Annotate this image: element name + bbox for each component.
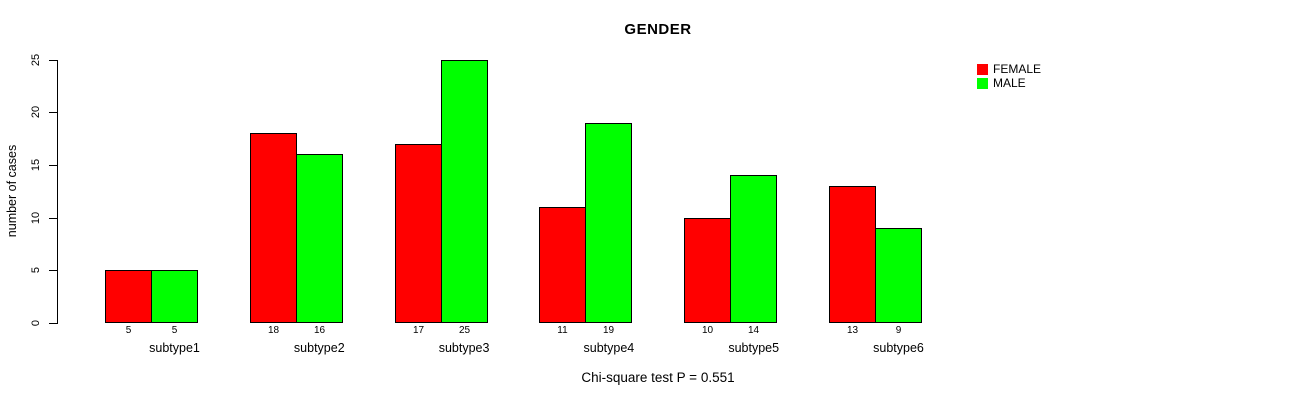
- bar-male-subtype2: [296, 154, 343, 323]
- y-axis-tick-label: 15: [30, 158, 42, 172]
- bar-value-label: 16: [313, 325, 326, 336]
- bar-female-subtype1: [105, 270, 152, 323]
- bar-male-subtype5: [730, 175, 777, 323]
- legend: FEMALE MALE: [977, 62, 1042, 92]
- bar-value-label: 18: [267, 325, 280, 336]
- bar-female-subtype5: [684, 218, 731, 323]
- bar-value-label: 13: [846, 325, 859, 336]
- y-axis-tick: [49, 59, 57, 61]
- y-axis-tick-label: 20: [30, 106, 42, 119]
- bar-value-label: 10: [701, 325, 714, 336]
- bar-male-subtype6: [875, 228, 922, 323]
- y-axis-tick-label: 0: [30, 319, 42, 327]
- bar-value-label: 5: [125, 325, 132, 336]
- bar-value-label: 11: [557, 325, 568, 336]
- y-axis-tick: [49, 217, 57, 219]
- legend-label-male: MALE: [993, 76, 1026, 90]
- bar-value-label: 5: [171, 325, 178, 336]
- y-axis-tick-label: 5: [30, 267, 42, 274]
- y-axis-tick-label: 25: [30, 53, 42, 66]
- bar-value-label: 14: [747, 325, 760, 336]
- x-category-label: subtype3: [438, 341, 490, 355]
- y-axis-tick: [49, 270, 57, 272]
- x-category-label: subtype5: [728, 341, 780, 355]
- chart-title: GENDER: [624, 21, 692, 38]
- y-axis-tick-label: 10: [30, 211, 42, 224]
- bar-male-subtype4: [585, 123, 632, 323]
- legend-label-female: FEMALE: [993, 62, 1042, 76]
- x-category-label: subtype1: [149, 341, 200, 355]
- bar-female-subtype4: [539, 207, 586, 323]
- bar-female-subtype2: [250, 133, 297, 323]
- bar-male-subtype3: [441, 60, 488, 323]
- bar-value-label: 19: [602, 325, 615, 336]
- bar-female-subtype3: [395, 144, 442, 323]
- y-axis-tick: [49, 323, 57, 324]
- x-category-label: subtype2: [293, 341, 345, 355]
- bar-value-label: 9: [895, 325, 902, 336]
- bar-value-label: 17: [412, 325, 425, 336]
- male-color-swatch: [977, 78, 988, 89]
- y-axis-label: number of cases: [5, 144, 19, 238]
- chi-square-annotation: Chi-square test P = 0.551: [581, 370, 735, 385]
- y-axis-tick: [49, 112, 57, 114]
- y-axis-tick: [49, 164, 57, 166]
- x-category-label: subtype6: [873, 341, 924, 355]
- x-category-label: subtype4: [583, 341, 635, 355]
- legend-item-male: MALE: [977, 76, 1041, 90]
- y-axis-line: [57, 59, 58, 324]
- bar-male-subtype1: [151, 270, 198, 323]
- female-color-swatch: [977, 64, 988, 75]
- bar-value-label: 25: [458, 325, 471, 336]
- legend-item-female: FEMALE: [977, 62, 1042, 76]
- bar-female-subtype6: [829, 186, 876, 323]
